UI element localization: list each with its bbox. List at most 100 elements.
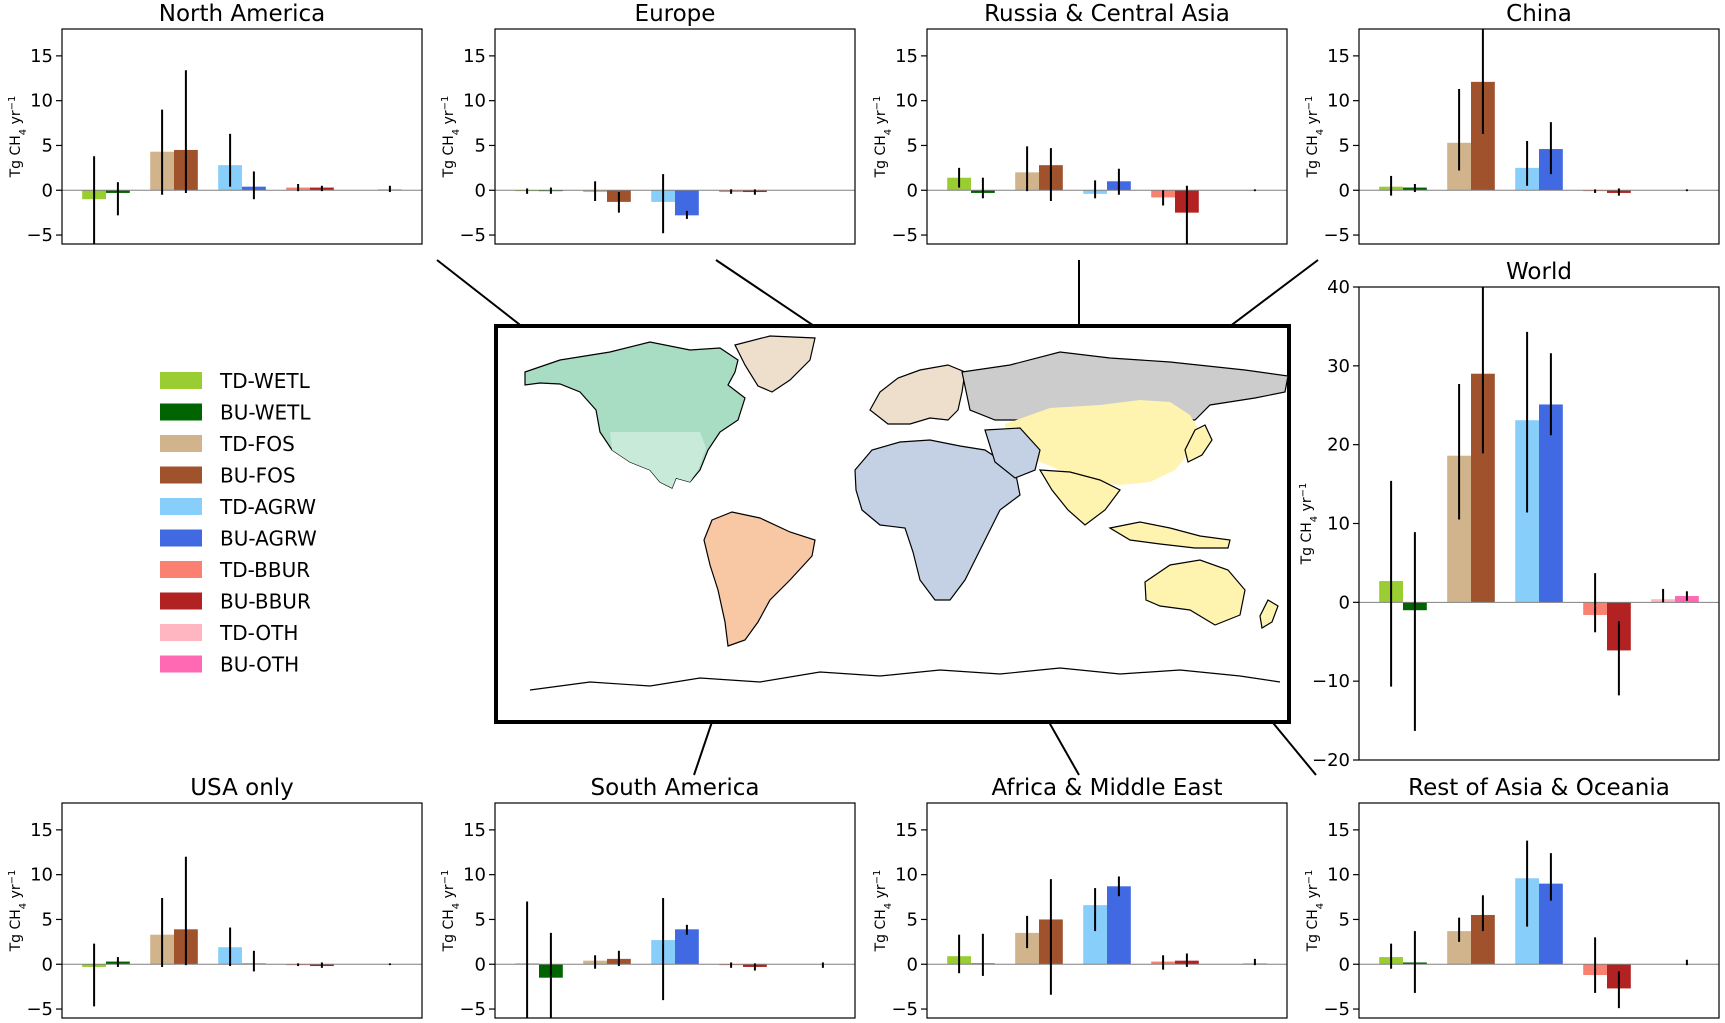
ytick-label: 15 <box>895 46 918 67</box>
region-antarctica <box>529 667 1281 691</box>
legend: TD-WETL BU-WETL TD-FOS BU-FOS TD-AGRW BU-AGRW… <box>160 369 317 677</box>
region-new-zealand <box>1259 599 1279 629</box>
ytick-label: 15 <box>463 820 486 841</box>
legend-label-bu-oth: BU-OTH <box>220 653 299 677</box>
ytick-label: 15 <box>30 46 53 67</box>
axes-frame <box>1358 802 1720 1019</box>
ytick-label: 0 <box>42 180 53 201</box>
legend-swatch-bu-agrw <box>160 529 202 547</box>
panel-title: World <box>1506 259 1572 285</box>
region-china <box>1005 400 1200 485</box>
panel-usa-only: USA only −5 0 5 10 15 Tg CH4 yr−1 <box>7 775 423 1020</box>
panel-north-america: North America −5 0 5 10 15 Tg CH4 yr−1 <box>7 1 423 246</box>
legend-label-bu-wetl: BU-WETL <box>220 401 311 425</box>
ytick-label: −5 <box>1323 999 1350 1020</box>
bar-bu-fos <box>1471 81 1495 191</box>
legend-swatch-bu-fos <box>160 466 202 484</box>
y-axis-label: Tg CH4 yr−1 <box>440 870 462 953</box>
y-axis-label: Tg CH4 yr−1 <box>7 96 29 179</box>
bar-td-fos <box>1015 932 1039 965</box>
axes-frame <box>494 28 856 245</box>
panel-europe: Europe −5 0 5 10 15 Tg CH4 yr−1 <box>440 1 856 246</box>
legend-swatch-td-bbur <box>160 561 202 578</box>
panel-china: China −5 0 5 10 15 Tg CH4 yr−1 <box>1304 1 1720 246</box>
ytick-label: 5 <box>475 135 486 156</box>
bar-bu-agrw <box>1107 886 1131 965</box>
axes-frame <box>926 28 1288 245</box>
chart-panels: North America −5 0 5 10 15 Tg CH4 yr−1 Europe −5… <box>7 1 1720 1020</box>
panel-title: USA only <box>190 775 294 801</box>
legend-swatch-td-fos <box>160 435 202 452</box>
panel-rest-of-asia-oceania: Rest of Asia & Oceania −5 0 5 10 15 Tg CH4 yr−… <box>1304 775 1720 1020</box>
legend-swatch-bu-wetl <box>160 403 202 421</box>
panel-title: Africa & Middle East <box>991 775 1222 801</box>
bar-td-fos <box>1447 455 1471 603</box>
region-usa-only <box>610 432 706 488</box>
world-map <box>494 324 1291 724</box>
ytick-label: 0 <box>1339 954 1350 975</box>
ytick-label: 10 <box>1327 514 1350 535</box>
y-axis-label: Tg CH4 yr−1 <box>1298 483 1320 566</box>
ytick-label: 10 <box>463 865 486 886</box>
axes-frame <box>61 28 423 245</box>
panel-title: Rest of Asia & Oceania <box>1408 775 1670 801</box>
ytick-label: 0 <box>1339 592 1350 613</box>
panel-world: World −20 −10 0 10 20 30 40 Tg CH4 yr−1 <box>1298 259 1720 771</box>
bar-bu-agrw <box>675 929 699 965</box>
ytick-label: 5 <box>907 135 918 156</box>
ytick-label: 10 <box>1327 91 1350 112</box>
legend-label-td-bbur: TD-BBUR <box>219 558 310 582</box>
ytick-label: 30 <box>1327 356 1350 377</box>
panel-title: South America <box>590 775 759 801</box>
axes-frame <box>61 802 423 1019</box>
ytick-label: 15 <box>30 820 53 841</box>
region-middle-east <box>984 427 1041 479</box>
bar-bu-fos <box>1471 373 1495 603</box>
ytick-label: 15 <box>895 820 918 841</box>
legend-label-bu-agrw: BU-AGRW <box>220 527 317 551</box>
ytick-label: 15 <box>1327 820 1350 841</box>
ytick-label: 5 <box>1339 135 1350 156</box>
ytick-label: 5 <box>42 909 53 930</box>
region-europe <box>869 364 966 425</box>
ytick-label: −5 <box>891 225 918 246</box>
legend-label-bu-fos: BU-FOS <box>220 464 296 488</box>
legend-swatch-td-agrw <box>160 498 202 515</box>
ytick-label: −5 <box>26 225 53 246</box>
ytick-label: 0 <box>907 954 918 975</box>
legend-swatch-td-oth <box>160 624 202 641</box>
bar-bu-fos <box>1471 914 1495 965</box>
region-japan <box>1184 424 1213 463</box>
y-axis-label: Tg CH4 yr−1 <box>1304 870 1326 953</box>
ytick-label: 5 <box>475 909 486 930</box>
y-axis-label: Tg CH4 yr−1 <box>7 870 29 953</box>
ytick-label: 10 <box>895 865 918 886</box>
bar-td-agrw <box>1083 905 1107 965</box>
ytick-label: 10 <box>30 865 53 886</box>
panel-title: Russia & Central Asia <box>984 1 1230 27</box>
y-axis-label: Tg CH4 yr−1 <box>872 870 894 953</box>
panel-title: China <box>1506 1 1572 27</box>
ytick-label: −5 <box>459 999 486 1020</box>
ytick-label: −20 <box>1312 750 1350 771</box>
legend-label-td-oth: TD-OTH <box>219 621 298 645</box>
ytick-label: 0 <box>475 180 486 201</box>
y-axis-label: Tg CH4 yr−1 <box>1304 96 1326 179</box>
region-south-america <box>703 511 816 647</box>
ytick-label: −5 <box>26 999 53 1020</box>
ytick-label: 20 <box>1327 435 1350 456</box>
bar-td-fos <box>1447 931 1471 965</box>
region-australia <box>1144 559 1246 626</box>
panel-africa-middle-east: Africa & Middle East −5 0 5 10 15 Tg CH4 yr−1 <box>872 775 1288 1020</box>
ytick-label: 10 <box>1327 865 1350 886</box>
panel-russia-central-asia: Russia & Central Asia −5 0 5 10 15 Tg CH4 yr−1 <box>872 1 1288 246</box>
ytick-label: 15 <box>1327 46 1350 67</box>
bar-bu-agrw <box>1539 883 1563 965</box>
panel-title: Europe <box>635 1 716 27</box>
axes-frame <box>926 802 1288 1019</box>
ytick-label: 10 <box>895 91 918 112</box>
axes-frame <box>1358 28 1720 245</box>
ytick-label: 10 <box>463 91 486 112</box>
panel-south-america: South America −5 0 5 10 15 Tg CH4 yr−1 <box>440 775 856 1020</box>
